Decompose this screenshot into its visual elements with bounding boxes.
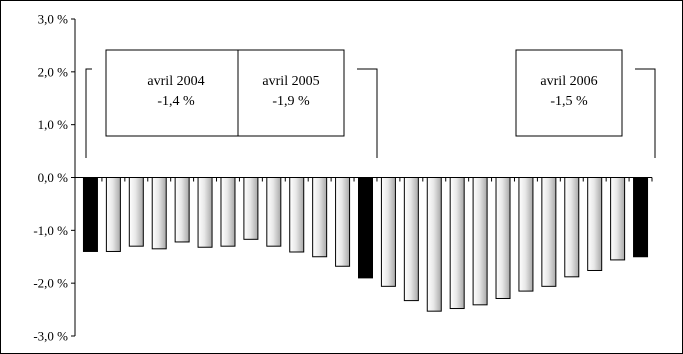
y-tick-label: 3,0 % xyxy=(38,12,69,27)
bar xyxy=(610,177,626,261)
annotation-value: -1,4 % xyxy=(157,94,195,109)
annotation-date: avril 2006 xyxy=(540,74,597,89)
bar xyxy=(312,177,328,258)
bar xyxy=(243,177,259,240)
annotation-date: avril 2004 xyxy=(147,74,204,89)
bar xyxy=(128,177,144,247)
annotation-bracket xyxy=(85,68,92,158)
bar xyxy=(151,177,167,250)
bar-highlight xyxy=(82,177,98,252)
y-tick-label: -2,0 % xyxy=(33,276,68,291)
bar xyxy=(266,177,282,247)
bar xyxy=(174,177,190,243)
bar xyxy=(587,177,603,271)
bar xyxy=(380,177,396,287)
y-tick-label: 2,0 % xyxy=(38,64,69,79)
bar xyxy=(197,177,213,248)
y-tick-label: -3,0 % xyxy=(33,329,68,344)
bar xyxy=(105,177,121,252)
annotation-value: -1,5 % xyxy=(550,94,588,109)
annotation-box xyxy=(515,49,623,137)
bar xyxy=(220,177,236,247)
bar xyxy=(541,177,557,287)
bar xyxy=(518,177,534,292)
annotations: avril 2004 -1,4 % avril 2005 -1,9 % avril 20… xyxy=(85,49,656,158)
bar xyxy=(335,177,351,267)
bar xyxy=(449,177,465,310)
bar xyxy=(472,177,488,306)
bar-highlight xyxy=(633,177,649,258)
annotation-value: -1,9 % xyxy=(272,94,310,109)
bar xyxy=(289,177,305,253)
annotation-date: avril 2005 xyxy=(262,74,319,89)
bar-highlight xyxy=(358,177,373,279)
bars xyxy=(82,177,653,312)
annotation-bracket xyxy=(635,68,656,158)
annotation-box xyxy=(237,49,345,137)
annotation-bracket xyxy=(357,68,378,158)
bar xyxy=(564,177,580,278)
y-tick-label: 1,0 % xyxy=(38,117,69,132)
y-tick-label: 0,0 % xyxy=(38,170,69,185)
y-tick-label: -1,0 % xyxy=(33,223,68,238)
bar xyxy=(426,177,442,312)
bar xyxy=(403,177,419,302)
annotation-box xyxy=(105,49,247,137)
bar xyxy=(495,177,511,299)
